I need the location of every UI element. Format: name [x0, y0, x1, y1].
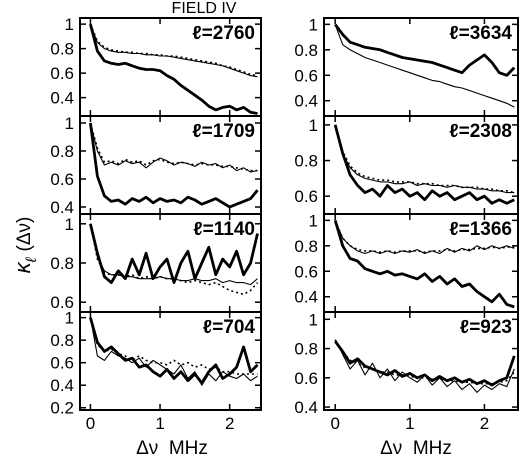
series-line-thin	[334, 339, 515, 393]
panel-label: ℓ=704	[203, 317, 256, 338]
y-axis-title-subscript: ℓ	[23, 256, 40, 263]
series-line-dotted	[89, 23, 258, 77]
series-line-thick	[89, 122, 259, 209]
panel-label: ℓ=3634	[449, 23, 512, 44]
series-line-thick	[334, 340, 516, 387]
panel-right-3: 1 0.8 0.6 0.4 ℓ=1366	[294, 211, 519, 313]
series-line-thick	[334, 23, 516, 77]
y-tick-label: 0.6	[294, 369, 318, 388]
y-tick-label: 0.4	[294, 398, 318, 417]
y-tick-label: 1	[309, 211, 318, 230]
y-tick-label: 1	[65, 215, 74, 234]
y-tick-label: 0.6	[50, 64, 74, 83]
y-tick-label: 1	[65, 15, 74, 34]
y-tick-label: 0.4	[50, 89, 74, 108]
panel-right-2: 1 0.8 0.6 ℓ=2308	[294, 115, 519, 215]
series-line-thin	[89, 122, 258, 173]
panels: 1 0.8 0.6 0.4 ℓ=2760 1 0.8 0.6 0.4 ℓ=1709 1 0.8 0.6 ℓ…	[50, 15, 519, 433]
series-line-dotted	[334, 220, 515, 253]
panel-left-4: 1 0.8 0.6 0.4 0.2 0 1 2 ℓ=704	[50, 309, 262, 433]
panel-right-1: 1 0.8 0.6 0.4 ℓ=3634	[294, 15, 519, 117]
y-tick-label: 0.6	[294, 187, 318, 206]
panel-frame	[323, 311, 519, 411]
panel-label: ℓ=2760	[192, 23, 255, 44]
y-tick-label: 0.6	[50, 170, 74, 189]
series-line-thin	[334, 220, 515, 255]
y-tick-label: 0.8	[50, 142, 74, 161]
y-tick-label: 0.8	[50, 331, 74, 350]
y-tick-label: 0.6	[50, 293, 74, 312]
panel-right-4: 1 0.8 0.6 0.4 0 1 2 ℓ=923	[294, 310, 519, 433]
y-tick-label: 0.6	[294, 262, 318, 281]
panel-label: ℓ=1140	[193, 219, 255, 240]
series-line-thick	[333, 220, 515, 309]
x-axis-title-right: Δν MHz	[380, 438, 452, 459]
x-tick-label: 1	[155, 414, 164, 433]
y-tick-label: 0.4	[50, 376, 74, 395]
y-tick-label: 0.8	[50, 254, 74, 273]
panel-frame	[79, 311, 262, 411]
y-tick-label: 0.8	[50, 40, 74, 59]
y-tick-label: 0.2	[50, 399, 74, 418]
x-tick-label: 0	[330, 414, 339, 433]
x-axis-title-left: Δν MHz	[136, 438, 208, 459]
y-axis-title: κℓ (Δν)	[10, 217, 40, 274]
series-line-thin	[89, 317, 258, 386]
y-tick-label: 0.8	[294, 340, 318, 359]
panel-left-1: 1 0.8 0.6 0.4 ℓ=2760	[50, 15, 262, 117]
y-tick-label: 0.8	[294, 41, 318, 60]
y-tick-label: 0.6	[294, 66, 318, 85]
y-axis-title-kappa: κ	[10, 261, 35, 273]
panel-label: ℓ=1366	[449, 219, 512, 240]
y-tick-label: 0.4	[294, 288, 318, 307]
panel-label: ℓ=1709	[192, 121, 255, 142]
y-tick-label: 1	[65, 114, 74, 133]
series-line-thick	[89, 223, 259, 285]
y-axis-title-argument: (Δν)	[14, 217, 35, 252]
y-tick-label: 0.8	[294, 237, 318, 256]
y-tick-label: 0.4	[294, 92, 318, 111]
x-tick-label: 0	[86, 414, 95, 433]
y-tick-label: 1	[65, 309, 74, 328]
figure-title: FIELD IV	[172, 0, 237, 17]
series-line-thin	[89, 23, 258, 78]
series-line-thick	[333, 124, 515, 205]
panel-label: ℓ=923	[460, 317, 512, 338]
series-line-dotted	[89, 317, 258, 375]
svg-text:κℓ(Δν): κℓ (Δν)	[10, 217, 40, 274]
y-tick-label: 1	[309, 15, 318, 34]
y-tick-label: 1	[309, 116, 318, 135]
series-line-thick	[89, 317, 259, 385]
series-line-dotted	[89, 122, 258, 172]
y-tick-label: 1	[309, 310, 318, 329]
series-line-thin	[334, 124, 515, 194]
y-tick-label: 0.8	[294, 152, 318, 171]
y-tick-label: 0.6	[50, 354, 74, 373]
panel-left-3: 1 0.8 0.6 ℓ=1140	[50, 213, 262, 313]
x-tick-label: 2	[480, 414, 489, 433]
x-tick-label: 2	[225, 414, 234, 433]
y-tick-label: 0.4	[50, 198, 74, 217]
series-line-thin	[334, 24, 515, 108]
x-tick-label: 1	[405, 414, 414, 433]
series-line-dotted	[89, 223, 259, 296]
panel-left-2: 1 0.8 0.6 0.4 ℓ=1709	[50, 114, 262, 217]
panel-label: ℓ=2308	[449, 121, 512, 142]
series-line-thick	[89, 23, 258, 115]
